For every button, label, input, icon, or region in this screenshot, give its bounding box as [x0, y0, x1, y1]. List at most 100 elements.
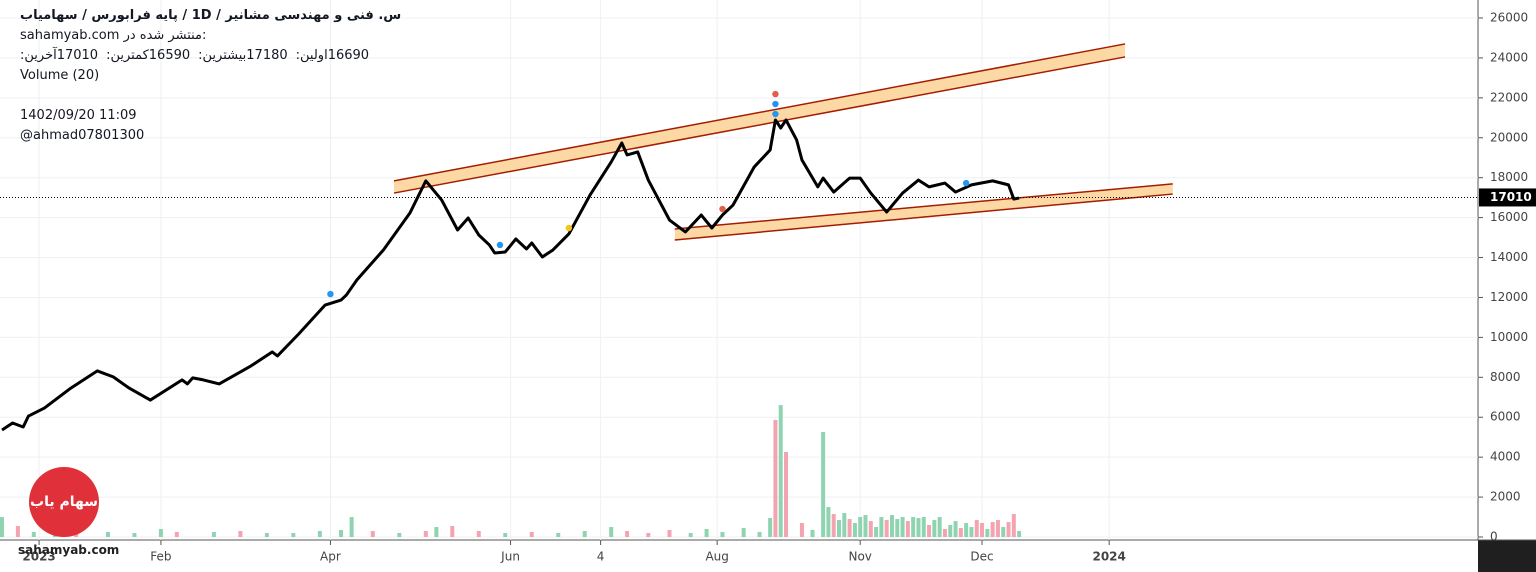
- channel-line: [393, 56, 1126, 194]
- volume-bar: [450, 526, 455, 537]
- volume-bar: [847, 519, 852, 537]
- ohlc-value: 16690: [327, 48, 370, 63]
- volume-bar: [773, 420, 778, 537]
- last-price-box: [1479, 188, 1536, 207]
- volume-bar: [1001, 527, 1006, 537]
- published-label: منتشر شده در:: [123, 28, 207, 43]
- channel-line: [674, 193, 1173, 241]
- ohlc-label: اولین:: [295, 48, 328, 63]
- volume-bar: [476, 531, 481, 537]
- volume-bar: [826, 507, 831, 537]
- volume-label: Volume (20): [20, 68, 100, 83]
- timestamp: 1402/09/20 11:09: [20, 108, 137, 123]
- volume-bar: [317, 531, 322, 537]
- published: sahamyab.com منتشر شده در:: [20, 26, 401, 46]
- volume-bar: [1006, 522, 1011, 537]
- x-tick-label: Nov: [848, 550, 871, 564]
- volume-bar: [370, 531, 375, 537]
- signal-dot: [962, 179, 970, 187]
- volume-bar: [211, 532, 216, 537]
- volume-bar: [799, 523, 804, 537]
- volume-bar: [810, 530, 815, 537]
- y-tick-label: 14000: [1490, 250, 1528, 264]
- volume-bar: [916, 518, 921, 537]
- signal-dot: [327, 290, 334, 298]
- volume-bar: [238, 531, 243, 537]
- volume-bar: [932, 520, 937, 537]
- last-price-label: 17010: [1490, 190, 1532, 204]
- volume-bar: [609, 527, 614, 537]
- volume-bar: [837, 520, 842, 537]
- y-tick-label: 16000: [1490, 210, 1528, 224]
- x-tick-label: 2024: [1092, 550, 1125, 564]
- y-tick-label: 18000: [1490, 170, 1528, 184]
- volume-bar: [15, 526, 20, 537]
- volume-bar: [990, 522, 995, 537]
- volume-bar: [948, 525, 953, 537]
- volume-bar: [863, 515, 868, 537]
- volume-bar: [0, 517, 4, 537]
- y-tick-label: 10000: [1490, 330, 1528, 344]
- volume-bar: [720, 532, 725, 537]
- x-tick-label: Jun: [500, 550, 520, 564]
- volume-bar: [958, 528, 963, 537]
- volume-bar: [784, 451, 789, 537]
- channel-band: [394, 43, 1126, 194]
- volume-bar: [31, 532, 36, 537]
- ohlc-item: آخرین: 17010: [20, 46, 98, 66]
- y-tick-label: 20000: [1490, 130, 1528, 144]
- volume-bar: [349, 517, 354, 537]
- ohlc-value: 17180: [246, 48, 288, 63]
- y-tick-label: 6000: [1490, 410, 1521, 424]
- volume-bar: [937, 517, 942, 537]
- ohlc-label: کمترین:: [106, 48, 149, 63]
- volume-bar: [105, 532, 110, 537]
- volume-bar: [667, 530, 672, 537]
- x-tick-label: Dec: [970, 550, 993, 564]
- volume-bar: [688, 533, 693, 537]
- corner: [1478, 540, 1536, 572]
- ohlc-item: کمترین: 16590: [106, 46, 190, 66]
- y-tick-label: 8000: [1490, 370, 1521, 384]
- volume-bar: [953, 521, 958, 537]
- ohlc: اولین: 16690 بیشترین: 17180 کمترین: 16590 آخری…: [20, 46, 401, 66]
- y-tick-label: 24000: [1490, 50, 1528, 64]
- volume-bar: [174, 532, 179, 537]
- logo: سهام یاب: [29, 467, 99, 537]
- volume-bar: [969, 527, 974, 537]
- volume-bar: [884, 520, 889, 537]
- volume-bar: [503, 533, 508, 537]
- site: sahamyab.com: [20, 28, 120, 43]
- volume-bar: [1011, 514, 1016, 537]
- volume-bar: [397, 533, 402, 537]
- volume-bar: [995, 520, 1000, 537]
- volume-bar: [831, 514, 836, 537]
- volume-bar: [980, 523, 985, 537]
- y-tick-label: 4000: [1490, 450, 1521, 464]
- volume-bar: [704, 529, 709, 537]
- ohlc-label: آخرین:: [20, 48, 57, 63]
- price-line: [1, 118, 1020, 432]
- ohlc-value: 16590: [148, 48, 191, 63]
- y-tick-label: 22000: [1490, 90, 1528, 104]
- volume-bar: [132, 533, 137, 537]
- channel-line: [393, 43, 1126, 182]
- signal-dot: [719, 205, 726, 213]
- signal-dot: [772, 100, 779, 108]
- signal-dot: [496, 241, 504, 249]
- volume-bar: [757, 532, 762, 537]
- volume-bar: [291, 533, 296, 537]
- volume-bar: [927, 525, 932, 537]
- volume-bar: [852, 523, 857, 537]
- volume-bar: [842, 513, 847, 537]
- volume-bar: [264, 533, 269, 537]
- title: س. فنی و مهندسی مشانیر / 1D / پایه فرابو…: [20, 8, 402, 23]
- x-tick-label: Apr: [320, 550, 341, 564]
- volume-bar: [1017, 531, 1022, 537]
- x-tick-label: 2023: [22, 550, 55, 564]
- ohlc-item: اولین: 16690: [296, 46, 369, 66]
- volume-bar: [339, 530, 344, 537]
- volume-bar: [889, 515, 894, 537]
- volume-bar: [879, 517, 884, 537]
